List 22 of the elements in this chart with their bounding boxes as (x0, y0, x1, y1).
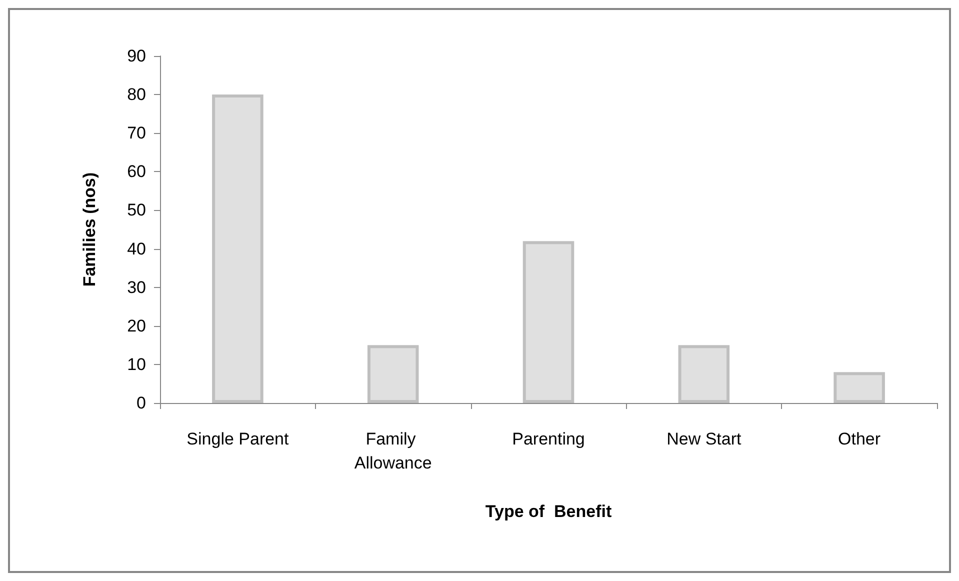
x-tick-label: Parenting (512, 430, 585, 448)
x-tick-label: Family Allowance (354, 430, 432, 472)
bar (522, 241, 574, 403)
y-tick-label: 60 (127, 162, 146, 182)
y-tick-label: 70 (127, 124, 146, 143)
y-tick-label: 30 (127, 278, 146, 297)
y-tick-label: 40 (127, 239, 146, 258)
bar (367, 345, 419, 403)
y-tick-label: 0 (136, 394, 146, 412)
x-tick-label: Single Parent (186, 430, 290, 448)
bar (678, 345, 730, 403)
y-axis-title: Families (nos) (80, 172, 99, 287)
x-tick-label: New Start (666, 430, 742, 448)
bar (834, 372, 885, 403)
x-axis-title: Type of Benefit (485, 502, 612, 521)
x-tick-label: Other (838, 430, 881, 448)
y-tick-label: 80 (127, 85, 146, 104)
y-tick-label: 50 (127, 200, 146, 220)
y-tick-label: 10 (127, 354, 146, 374)
bar (212, 94, 264, 403)
y-tick-label: 20 (127, 316, 146, 336)
y-tick-label: 90 (127, 46, 146, 66)
